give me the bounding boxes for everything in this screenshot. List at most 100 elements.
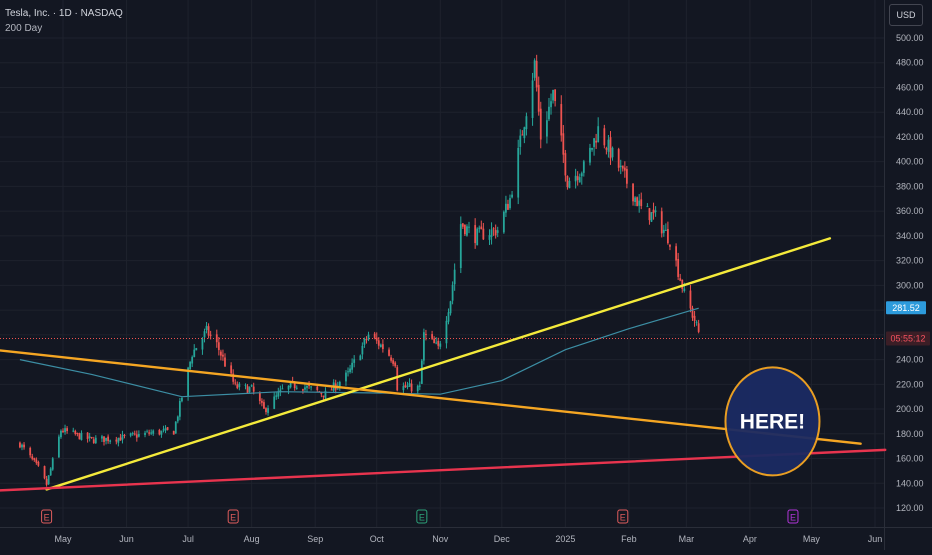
candle-body xyxy=(45,478,48,485)
time-tick-label: 2025 xyxy=(555,534,575,544)
candle-body xyxy=(166,427,169,430)
candle-body xyxy=(51,458,54,470)
trendline-yellow[interactable] xyxy=(45,237,832,491)
candle-body xyxy=(466,226,468,236)
candle-body xyxy=(279,389,282,393)
time-tick-label: Sep xyxy=(307,534,323,544)
currency-button[interactable]: USD xyxy=(889,4,923,26)
candle-body xyxy=(217,342,220,351)
candle-body xyxy=(109,440,112,442)
candle-body xyxy=(267,408,269,413)
candle-body xyxy=(162,429,165,431)
candle-body xyxy=(308,384,310,387)
candle-body xyxy=(488,235,491,240)
candle-body xyxy=(566,175,569,188)
candle-body xyxy=(439,343,442,347)
candle-body xyxy=(650,212,653,222)
candle-body xyxy=(646,206,649,208)
price-tick-label: 500.00 xyxy=(896,33,924,43)
candle-body xyxy=(404,384,407,388)
candle-body xyxy=(416,385,419,392)
time-tick-label: May xyxy=(803,534,821,544)
earnings-marker[interactable] xyxy=(41,509,53,524)
candle-body xyxy=(57,436,60,458)
candle-body xyxy=(496,230,499,233)
candle-body xyxy=(263,402,265,409)
candle-body xyxy=(351,362,354,370)
candle-body xyxy=(250,385,253,387)
earnings-marker[interactable] xyxy=(416,509,428,524)
time-tick-label: Nov xyxy=(432,534,449,544)
candle-body xyxy=(135,434,138,438)
candle-body xyxy=(660,211,663,234)
candle-body xyxy=(21,444,23,448)
price-tick-label: 460.00 xyxy=(896,82,924,92)
time-tick-label: Aug xyxy=(244,534,260,544)
candle-body xyxy=(537,84,540,112)
candle-body xyxy=(664,229,667,231)
earnings-marker[interactable] xyxy=(227,509,239,524)
candle-body xyxy=(648,208,651,221)
candle-body xyxy=(92,439,95,444)
candle-body xyxy=(591,147,593,150)
candle-body xyxy=(535,60,538,88)
candle-body xyxy=(662,229,665,233)
trendline-orange[interactable] xyxy=(0,349,862,445)
candle-body xyxy=(103,436,105,442)
candle-body xyxy=(379,344,382,347)
candle-body xyxy=(273,396,276,409)
candle-body xyxy=(621,165,624,169)
candle-body xyxy=(449,301,452,314)
earnings-marker[interactable] xyxy=(787,509,799,524)
candle-body xyxy=(176,416,179,422)
candle-body xyxy=(597,126,600,143)
candle-body xyxy=(425,333,427,335)
candle-body xyxy=(117,437,120,443)
current-price-badge xyxy=(886,331,930,346)
candle-body xyxy=(533,60,536,78)
candle-body xyxy=(511,194,513,198)
candle-body xyxy=(144,432,146,435)
candle-body xyxy=(580,173,583,177)
candle-body xyxy=(324,390,327,399)
candle-body xyxy=(293,383,296,389)
candle-body xyxy=(209,334,212,336)
price-tick-label: 320.00 xyxy=(896,256,924,266)
candle-body xyxy=(410,383,413,392)
candle-body xyxy=(361,345,364,355)
candle-body xyxy=(222,354,224,357)
candle-body xyxy=(121,434,124,440)
candle-body xyxy=(232,373,235,382)
candle-body xyxy=(392,360,395,364)
candle-body xyxy=(381,344,384,350)
candle-body xyxy=(201,338,204,350)
candle-body xyxy=(224,357,226,367)
candle-body xyxy=(207,326,210,336)
candle-body xyxy=(236,384,239,389)
candle-body xyxy=(316,386,319,391)
candle-body xyxy=(550,101,552,108)
earnings-marker-label: E xyxy=(790,513,796,523)
price-tick-label: 200.00 xyxy=(896,404,924,414)
candle-body xyxy=(589,147,591,163)
candle-body xyxy=(258,392,261,402)
annotation-circle[interactable] xyxy=(724,366,821,477)
candle-body xyxy=(388,349,390,356)
candle-body xyxy=(482,228,485,240)
candle-body xyxy=(523,127,526,139)
earnings-marker[interactable] xyxy=(617,509,629,524)
candle-body xyxy=(418,385,421,387)
candle-body xyxy=(158,429,161,435)
candle-body xyxy=(603,128,606,146)
candle-body xyxy=(164,428,167,431)
candle-body xyxy=(531,80,534,118)
candle-body xyxy=(666,229,669,244)
candle-body xyxy=(445,320,448,344)
candle-body xyxy=(402,386,405,391)
candle-body xyxy=(578,177,581,183)
candle-body xyxy=(468,226,470,228)
candle-body xyxy=(632,183,634,202)
candle-body xyxy=(363,338,366,345)
